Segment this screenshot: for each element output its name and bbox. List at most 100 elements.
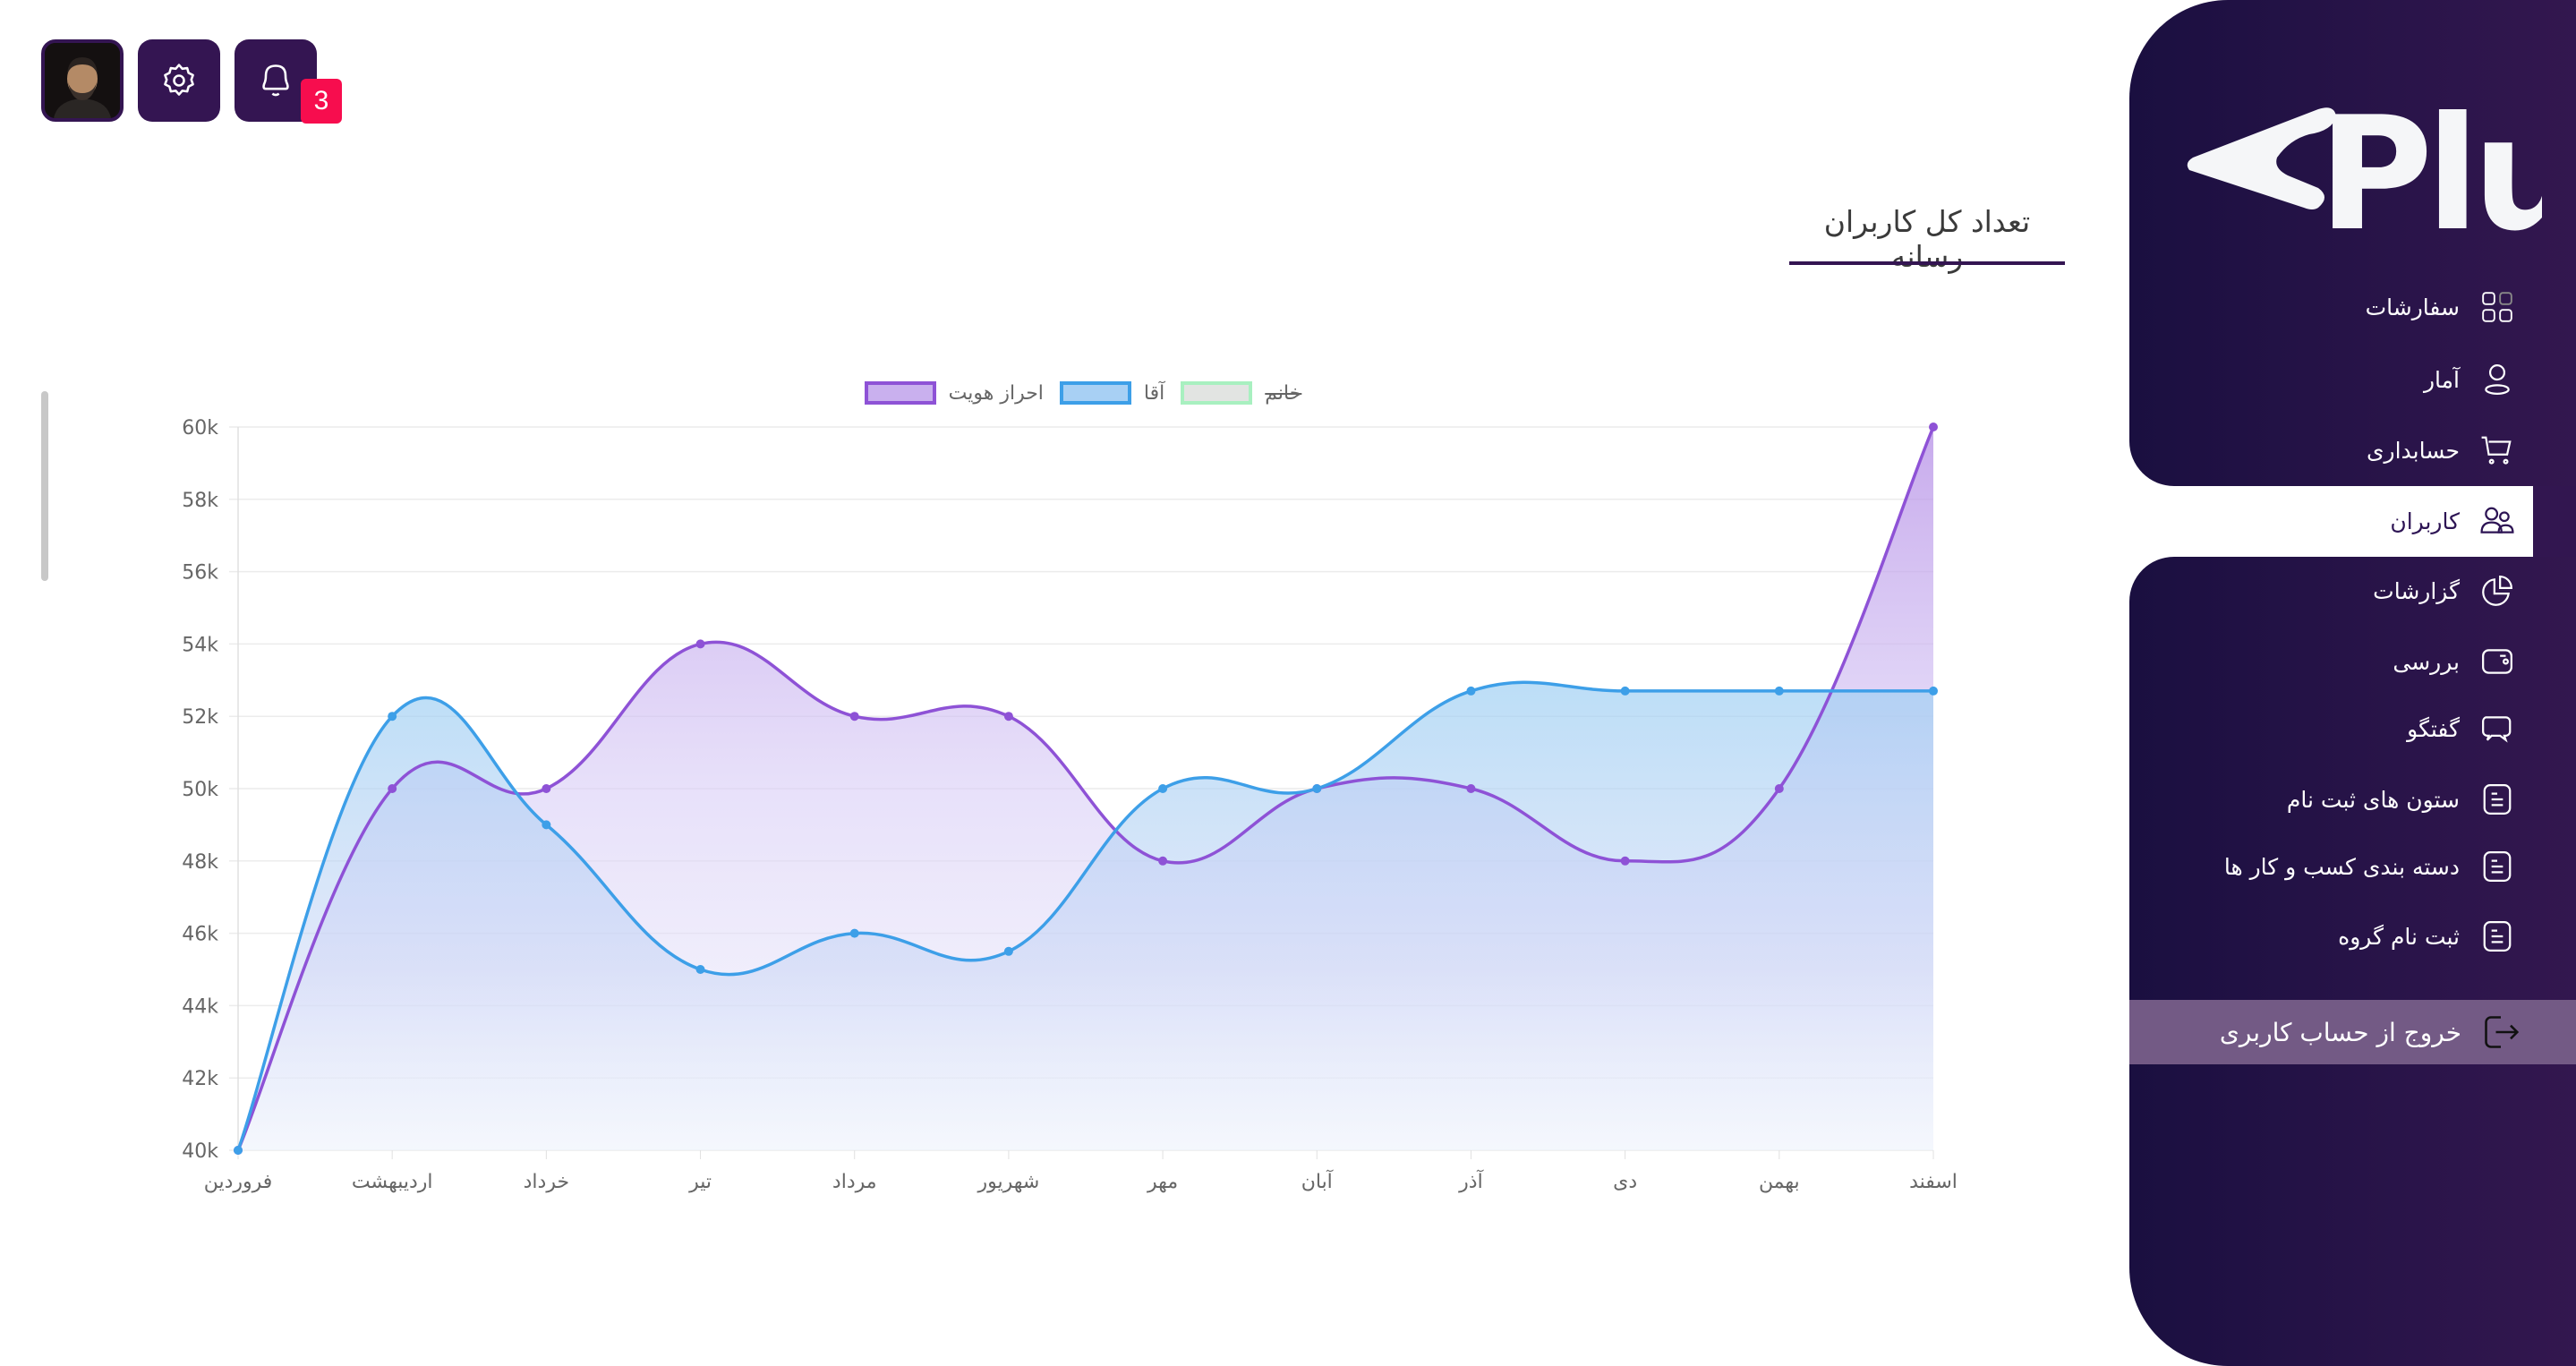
logout-icon <box>2481 1012 2521 1052</box>
sidebar-item-label: آمار <box>2423 366 2460 393</box>
svg-text:Pluf: Pluf <box>2318 84 2542 242</box>
sidebar-item-label: ثبت نام گروه <box>2338 923 2460 950</box>
point-verified <box>1620 856 1630 866</box>
x-tick-label: مهر <box>1147 1171 1178 1193</box>
point-verified <box>1929 423 1938 431</box>
y-tick-label: 50k <box>182 779 218 801</box>
y-tick-label: 60k <box>182 417 218 440</box>
cart-icon <box>2479 432 2515 468</box>
legend-item-verified[interactable]: احراز هویت <box>864 381 1044 405</box>
x-tick-label: دی <box>1613 1171 1637 1193</box>
sidebar-item-business-categories[interactable]: دسته بندی کسب و کار ها <box>2129 840 2576 893</box>
settings-button[interactable] <box>138 39 220 122</box>
sidebar-item-chat[interactable]: گفتگو <box>2129 702 2576 756</box>
sidebar-item-reports[interactable]: گزارشات <box>2129 564 2576 618</box>
x-tick-label: تیر <box>688 1171 712 1193</box>
point-verified <box>1003 712 1013 721</box>
x-tick-label: خرداد <box>524 1171 569 1193</box>
sidebar-edge <box>2533 486 2576 557</box>
title-underline <box>1789 261 2065 265</box>
y-tick-label: 40k <box>182 1140 218 1163</box>
point-men <box>1620 686 1630 696</box>
point-verified <box>1466 784 1476 793</box>
x-tick-label: فروردین <box>204 1171 273 1193</box>
y-tick-label: 58k <box>182 490 218 512</box>
grid-icon <box>2479 289 2515 325</box>
point-men <box>1158 784 1168 793</box>
legend-label: خانم <box>1265 381 1302 405</box>
gear-icon <box>164 64 194 96</box>
document-icon <box>2479 918 2515 954</box>
sidebar-item-signup-columns[interactable]: ستون های ثبت نام <box>2129 773 2576 826</box>
y-tick-label: 52k <box>182 706 218 729</box>
page-title: تعداد کل کاربران رسانه <box>1823 204 2031 274</box>
legend-swatch <box>864 381 936 405</box>
x-tick-label: اسفند <box>1909 1171 1958 1193</box>
y-tick-label: 54k <box>182 634 218 656</box>
sidebar-item-orders[interactable]: سفارشات <box>2129 280 2576 334</box>
point-men <box>542 820 551 830</box>
sidebar-item-label: ستون های ثبت نام <box>2286 786 2460 813</box>
sidebar-active-bg <box>2129 486 2533 557</box>
sidebar-item-review[interactable]: بررسی <box>2129 635 2576 688</box>
line-verified <box>236 426 1935 1151</box>
logout-button[interactable]: خروج از حساب کاربری <box>2129 1000 2576 1064</box>
y-tick-label: 44k <box>182 995 218 1018</box>
sidebar-item-label: سفارشات <box>2365 294 2460 320</box>
point-men <box>1003 946 1013 956</box>
sidebar-item-label: بررسی <box>2393 648 2460 675</box>
sidebar-item-accounting[interactable]: حسابداری <box>2129 423 2576 477</box>
point-men <box>234 1146 243 1155</box>
legend-swatch <box>1059 381 1131 405</box>
logo: Pluf <box>2184 81 2576 266</box>
x-tick-label: مرداد <box>832 1171 877 1193</box>
y-tick-label: 46k <box>182 924 218 946</box>
sidebar-item-label: حسابداری <box>2366 437 2460 464</box>
notification-badge: 3 <box>301 79 342 124</box>
sidebar-item-stats[interactable]: آمار <box>2129 353 2576 406</box>
point-men <box>1774 686 1784 696</box>
legend-item-women[interactable]: خانم <box>1181 381 1301 405</box>
wallet-icon <box>2479 644 2515 679</box>
document-icon <box>2479 781 2515 817</box>
sidebar-item-label: گفتگو <box>2407 715 2460 742</box>
sidebar-item-label: کاربران <box>2390 508 2460 534</box>
point-verified <box>542 784 551 793</box>
sidebar-item-label: دسته بندی کسب و کار ها <box>2223 853 2460 880</box>
area-men <box>238 682 1933 1150</box>
users-icon <box>2479 503 2515 539</box>
user-icon <box>2479 362 2515 397</box>
point-men <box>1466 686 1476 696</box>
point-verified <box>849 712 859 721</box>
y-tick-label: 48k <box>182 851 218 874</box>
point-verified <box>388 784 397 793</box>
bell-icon <box>262 64 289 97</box>
sidebar-item-label: گزارشات <box>2373 577 2460 604</box>
sidebar-item-users[interactable]: کاربران <box>2129 494 2576 548</box>
sidebar-bottom <box>2129 557 2576 1366</box>
point-men <box>849 928 859 938</box>
legend-label: آقا <box>1143 381 1165 405</box>
document-icon <box>2479 849 2515 884</box>
point-verified <box>695 639 705 649</box>
avatar-photo <box>45 43 120 118</box>
chat-icon <box>2479 711 2515 747</box>
x-tick-label: آذر <box>1458 1169 1483 1193</box>
legend-item-men[interactable]: آقا <box>1059 381 1165 405</box>
x-tick-label: بهمن <box>1759 1171 1800 1193</box>
y-tick-label: 42k <box>182 1068 218 1090</box>
sidebar-item-group-signup[interactable]: ثبت نام گروه <box>2129 909 2576 963</box>
sidebar-top <box>2129 0 2576 486</box>
line-chart: 40k 42k 44k 46k 48k 50k 52k 54k 56k 58k 60k فروردین… <box>182 417 1958 1193</box>
point-verified <box>1158 856 1168 866</box>
y-tick-label: 56k <box>182 562 218 585</box>
chart-legend: احراز هویت آقا خانم <box>0 381 2166 405</box>
point-men <box>695 965 705 974</box>
scrollbar[interactable] <box>41 391 48 581</box>
point-verified <box>1774 784 1784 793</box>
avatar[interactable] <box>41 39 124 122</box>
pie-chart-icon <box>2479 573 2515 609</box>
point-men <box>1312 784 1322 793</box>
point-men <box>1929 686 1938 696</box>
logout-label: خروج از حساب کاربری <box>2219 1017 2461 1047</box>
